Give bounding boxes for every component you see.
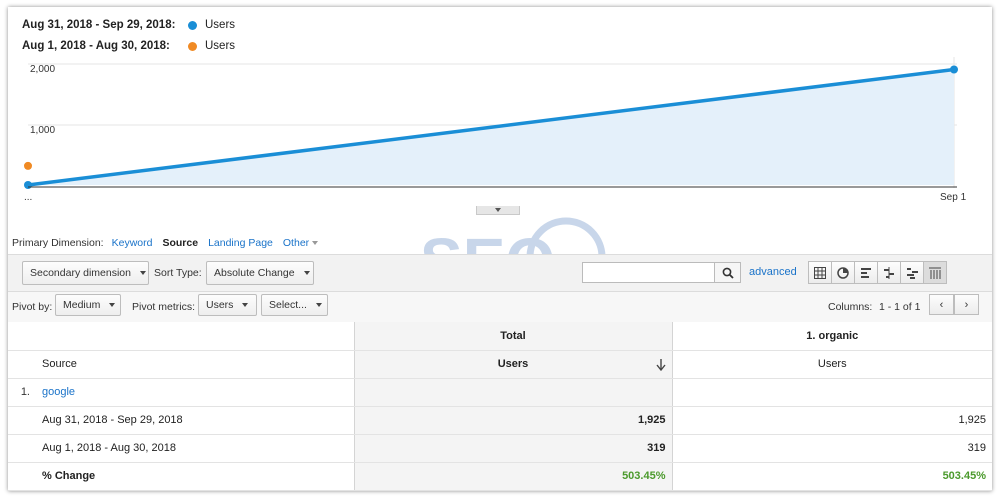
pivot-metric-2-dropdown[interactable]: Select... bbox=[261, 294, 328, 316]
next-columns-button[interactable]: › bbox=[954, 294, 979, 315]
grid-view-icon[interactable] bbox=[808, 261, 832, 284]
collapse-caret-icon bbox=[495, 208, 501, 212]
pivot-by-label: Pivot by: bbox=[12, 301, 53, 313]
legend-current-date: Aug 31, 2018 - Sep 29, 2018: bbox=[22, 19, 176, 31]
period-label-current: Aug 31, 2018 - Sep 29, 2018 bbox=[36, 406, 354, 435]
x-tick-sep1: Sep 1 bbox=[940, 192, 967, 203]
chevron-right-icon: › bbox=[964, 298, 969, 311]
chevron-down-icon bbox=[139, 271, 146, 275]
legend-current-period[interactable]: Aug 31, 2018 - Sep 29, 2018: Users bbox=[22, 19, 235, 31]
table-search-input[interactable] bbox=[582, 262, 740, 283]
organic-users-header[interactable]: Users bbox=[672, 350, 992, 379]
x-tick-start: ... bbox=[24, 192, 33, 203]
organic-users-previous: 319 bbox=[672, 434, 992, 463]
row-index: 1. bbox=[8, 378, 36, 407]
chart-collapse-tab[interactable] bbox=[476, 206, 520, 215]
sort-desc-arrow-icon bbox=[655, 358, 666, 371]
dimension-other-label: Other bbox=[282, 237, 310, 249]
primary-dimension-bar: Primary Dimension: Keyword Source Landin… bbox=[12, 237, 319, 249]
pivot-metric-1-dropdown[interactable]: Users bbox=[198, 294, 257, 316]
prev-columns-button[interactable]: ‹ bbox=[929, 294, 954, 315]
term-cloud-icon[interactable] bbox=[900, 261, 924, 284]
legend-current-dot bbox=[188, 20, 197, 30]
search-button[interactable] bbox=[714, 262, 741, 283]
primary-dimension-label: Primary Dimension: bbox=[12, 237, 104, 249]
legend-previous-period[interactable]: Aug 1, 2018 - Aug 30, 2018: Users bbox=[22, 40, 235, 52]
pivot-metric-1-value: Users bbox=[206, 299, 234, 311]
total-users-header-label: Users bbox=[497, 358, 529, 370]
analytics-report-frame: Aug 31, 2018 - Sep 29, 2018: Users Aug 1… bbox=[8, 7, 992, 491]
current-period-line bbox=[27, 67, 955, 187]
y-tick-1000: 1,000 bbox=[30, 125, 56, 136]
source-link-google[interactable]: google bbox=[36, 378, 354, 407]
advanced-filter-link[interactable]: advanced bbox=[749, 266, 797, 278]
total-users-current: 1,925 bbox=[353, 406, 673, 435]
chevron-down-icon bbox=[312, 241, 319, 246]
pivot-by-value: Medium bbox=[63, 299, 101, 311]
chevron-down-icon bbox=[315, 303, 322, 307]
sort-type-value: Absolute Change bbox=[214, 267, 295, 279]
current-period-point[interactable] bbox=[950, 65, 958, 74]
dimension-keyword-link[interactable]: Keyword bbox=[111, 237, 153, 249]
organic-users-current: 1,925 bbox=[672, 406, 992, 435]
dimension-landing-page-link[interactable]: Landing Page bbox=[208, 237, 273, 249]
period-row-current: Aug 31, 2018 - Sep 29, 2018 1,925 1,925 bbox=[8, 406, 992, 435]
pivot-view-icon[interactable] bbox=[923, 261, 947, 284]
secondary-dimension-label: Secondary dimension bbox=[30, 267, 131, 279]
organic-change-value: 503.45% bbox=[672, 462, 992, 491]
empty-cell bbox=[672, 378, 992, 407]
table-row: 1. google bbox=[8, 378, 992, 407]
group-header-row: Total 1. organic bbox=[8, 322, 992, 351]
empty-cell bbox=[8, 406, 36, 435]
total-users-previous: 319 bbox=[353, 434, 673, 463]
chevron-down-icon bbox=[109, 303, 116, 307]
chevron-down-icon bbox=[242, 303, 249, 307]
previous-period-point[interactable] bbox=[24, 161, 32, 170]
pie-view-icon[interactable] bbox=[831, 261, 855, 284]
bar-view-icon[interactable] bbox=[854, 261, 878, 284]
empty-header-cell bbox=[8, 322, 36, 351]
legend-previous-date: Aug 1, 2018 - Aug 30, 2018: bbox=[22, 40, 170, 52]
dimension-source-selected[interactable]: Source bbox=[162, 237, 199, 249]
y-tick-2000: 2,000 bbox=[30, 64, 56, 75]
legend-previous-metric: Users bbox=[205, 40, 236, 52]
comparison-view-icon[interactable] bbox=[877, 261, 901, 284]
legend-previous-dot bbox=[188, 41, 197, 51]
pivot-metric-2-value: Select... bbox=[269, 299, 307, 311]
pivot-metrics-label: Pivot metrics: bbox=[132, 301, 196, 313]
total-users-header[interactable]: Users bbox=[353, 350, 673, 379]
columns-label: Columns: bbox=[828, 301, 873, 313]
change-row: % Change 503.45% 503.45% bbox=[8, 462, 992, 491]
search-icon bbox=[722, 267, 734, 279]
pivot-toolbar bbox=[8, 291, 992, 322]
sort-type-label: Sort Type: bbox=[154, 267, 202, 279]
sort-type-dropdown[interactable]: Absolute Change bbox=[206, 261, 314, 285]
legend-current-metric: Users bbox=[205, 19, 236, 31]
total-group-header: Total bbox=[353, 322, 673, 351]
current-period-point[interactable] bbox=[24, 181, 32, 189]
line-chart[interactable] bbox=[8, 7, 992, 217]
period-row-previous: Aug 1, 2018 - Aug 30, 2018 319 319 bbox=[8, 434, 992, 463]
view-switcher bbox=[808, 261, 947, 284]
dimension-other-dropdown[interactable]: Other bbox=[282, 237, 319, 249]
empty-cell bbox=[8, 434, 36, 463]
pivot-table: Total 1. organic Source Users Users 1. g… bbox=[8, 322, 992, 491]
pivot-by-dropdown[interactable]: Medium bbox=[55, 294, 121, 316]
empty-header-cell bbox=[36, 322, 354, 351]
empty-header-cell bbox=[8, 350, 36, 379]
secondary-dimension-dropdown[interactable]: Secondary dimension bbox=[22, 261, 149, 285]
total-change-value: 503.45% bbox=[353, 462, 673, 491]
change-label: % Change bbox=[36, 462, 354, 491]
chevron-left-icon: ‹ bbox=[939, 298, 944, 311]
empty-cell bbox=[8, 462, 36, 491]
organic-group-header[interactable]: 1. organic bbox=[672, 322, 992, 351]
columns-range: 1 - 1 of 1 bbox=[879, 301, 921, 313]
column-header-row: Source Users Users bbox=[8, 350, 992, 379]
period-label-previous: Aug 1, 2018 - Aug 30, 2018 bbox=[36, 434, 354, 463]
chevron-down-icon bbox=[303, 271, 310, 275]
source-column-header[interactable]: Source bbox=[36, 350, 354, 379]
empty-cell bbox=[353, 378, 673, 407]
